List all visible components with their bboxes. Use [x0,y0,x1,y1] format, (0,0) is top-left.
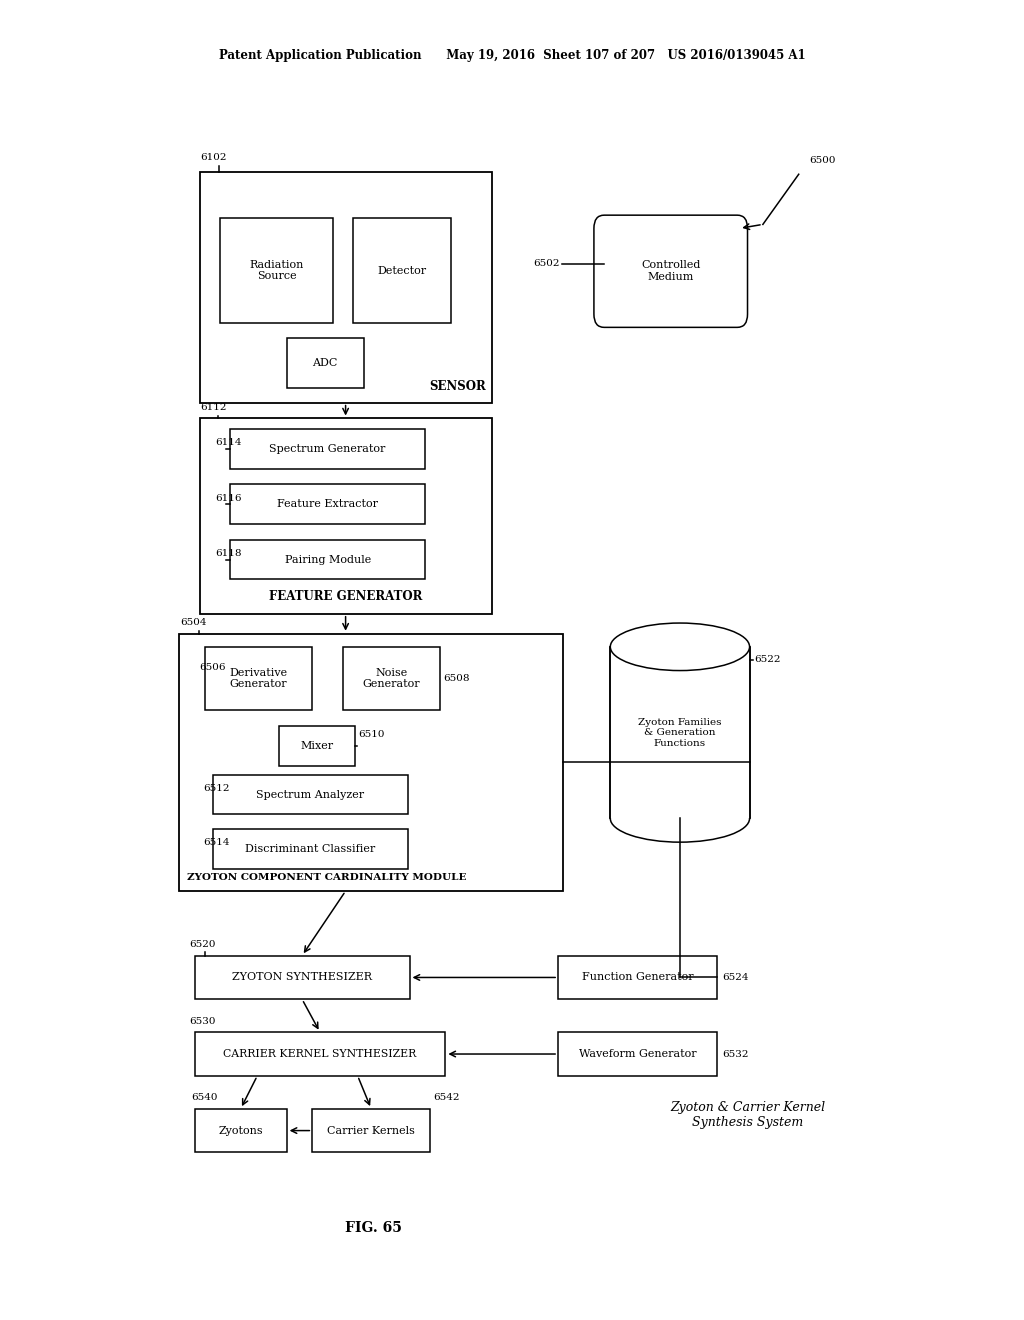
Text: Derivative
Generator: Derivative Generator [229,668,288,689]
Text: Zyotons: Zyotons [218,1126,263,1135]
Text: 6506: 6506 [200,663,226,672]
FancyBboxPatch shape [213,775,408,814]
Text: Noise
Generator: Noise Generator [362,668,421,689]
Text: Controlled
Medium: Controlled Medium [641,260,700,282]
Text: Spectrum Generator: Spectrum Generator [269,444,386,454]
FancyBboxPatch shape [200,418,492,614]
Text: 6116: 6116 [215,494,242,503]
FancyBboxPatch shape [200,172,492,403]
FancyBboxPatch shape [594,215,748,327]
Text: Zyoton Families
& Generation
Functions: Zyoton Families & Generation Functions [638,718,722,747]
FancyBboxPatch shape [213,829,408,869]
Text: 6504: 6504 [180,618,207,627]
FancyBboxPatch shape [230,484,425,524]
Text: 6508: 6508 [443,675,470,682]
Text: Discriminant Classifier: Discriminant Classifier [245,843,376,854]
Text: Zyoton & Carrier Kernel
Synthesis System: Zyoton & Carrier Kernel Synthesis System [670,1101,825,1130]
Text: Waveform Generator: Waveform Generator [579,1049,696,1059]
Bar [610,647,750,818]
Text: 6102: 6102 [201,153,227,162]
FancyBboxPatch shape [195,1032,445,1076]
Text: Detector: Detector [378,265,426,276]
Text: FIG. 65: FIG. 65 [345,1221,402,1234]
Text: 6112: 6112 [201,403,227,412]
FancyBboxPatch shape [279,726,355,766]
Text: 6522: 6522 [755,656,781,664]
Text: SENSOR: SENSOR [430,380,486,393]
FancyBboxPatch shape [312,1109,430,1152]
Text: Mixer: Mixer [300,741,334,751]
Text: 6542: 6542 [433,1093,460,1102]
Text: Function Generator: Function Generator [582,973,693,982]
Text: 6512: 6512 [203,784,229,793]
FancyBboxPatch shape [558,956,717,999]
Text: ADC: ADC [312,358,338,368]
Ellipse shape [610,795,750,842]
FancyBboxPatch shape [558,1032,717,1076]
FancyBboxPatch shape [205,647,312,710]
Text: 6520: 6520 [189,940,216,949]
FancyBboxPatch shape [195,956,410,999]
Text: 6500: 6500 [809,156,836,165]
Text: 6530: 6530 [189,1016,216,1026]
FancyBboxPatch shape [287,338,364,388]
Text: Feature Extractor: Feature Extractor [278,499,378,510]
Text: Pairing Module: Pairing Module [285,554,371,565]
Text: ZYOTON SYNTHESIZER: ZYOTON SYNTHESIZER [232,973,372,982]
FancyBboxPatch shape [220,218,333,323]
FancyBboxPatch shape [195,1109,287,1152]
Text: Radiation
Source: Radiation Source [249,260,304,281]
Text: ZYOTON COMPONENT CARDINALITY MODULE: ZYOTON COMPONENT CARDINALITY MODULE [187,873,467,882]
Text: Carrier Kernels: Carrier Kernels [328,1126,415,1135]
Text: 6510: 6510 [358,730,385,739]
Ellipse shape [610,623,750,671]
Text: Spectrum Analyzer: Spectrum Analyzer [256,789,365,800]
FancyBboxPatch shape [230,429,425,469]
FancyBboxPatch shape [179,634,563,891]
Text: FEATURE GENERATOR: FEATURE GENERATOR [269,590,422,603]
Text: 6540: 6540 [191,1093,218,1102]
FancyBboxPatch shape [353,218,451,323]
FancyBboxPatch shape [230,540,425,579]
Text: 6502: 6502 [534,260,560,268]
Text: 6514: 6514 [203,838,229,847]
FancyBboxPatch shape [343,647,440,710]
Text: 6114: 6114 [215,438,242,447]
Text: 6532: 6532 [722,1049,749,1059]
Text: Patent Application Publication      May 19, 2016  Sheet 107 of 207   US 2016/013: Patent Application Publication May 19, 2… [219,49,805,62]
Text: 6524: 6524 [722,973,749,982]
Text: 6118: 6118 [215,549,242,558]
Text: CARRIER KERNEL SYNTHESIZER: CARRIER KERNEL SYNTHESIZER [223,1049,417,1059]
